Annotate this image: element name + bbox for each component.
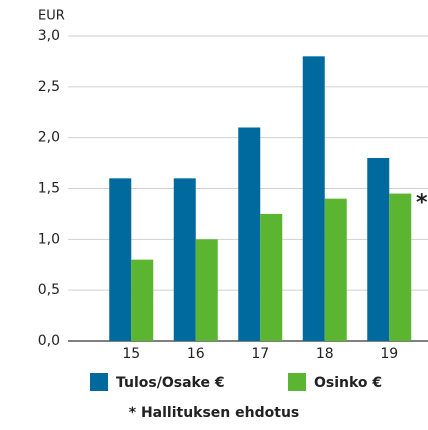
- x-tick-label: 18: [316, 346, 334, 362]
- annotation: *: [416, 191, 428, 216]
- bar: [324, 198, 347, 341]
- x-tick-label: 16: [187, 346, 205, 362]
- x-tick-label: 19: [380, 346, 398, 362]
- x-tick-label: 17: [251, 346, 269, 362]
- y-tick-label: 2,0: [38, 130, 60, 146]
- x-tick-label: 15: [122, 346, 140, 362]
- bar: [367, 158, 390, 341]
- bar: [302, 56, 325, 341]
- y-tick-label: 1,5: [38, 181, 60, 197]
- y-axis-label: EUR: [38, 9, 65, 24]
- bar: [260, 213, 283, 341]
- bar: [238, 127, 261, 341]
- y-tick-label: 0,5: [38, 282, 60, 298]
- bar: [389, 193, 412, 341]
- bar: [131, 259, 154, 341]
- y-tick-label: 0,0: [38, 333, 60, 349]
- bar: [173, 178, 196, 341]
- footnote: * Hallituksen ehdotus: [129, 405, 300, 421]
- legend-label: Tulos/Osake €: [116, 375, 225, 391]
- legend-label: Osinko €: [314, 375, 382, 391]
- bar: [195, 239, 218, 341]
- legend-swatch: [90, 373, 108, 391]
- y-tick-label: 2,5: [38, 79, 60, 95]
- legend-swatch: [288, 373, 306, 391]
- y-tick-label: 3,0: [38, 28, 60, 44]
- bar: [109, 178, 132, 341]
- y-tick-label: 1,0: [38, 231, 60, 247]
